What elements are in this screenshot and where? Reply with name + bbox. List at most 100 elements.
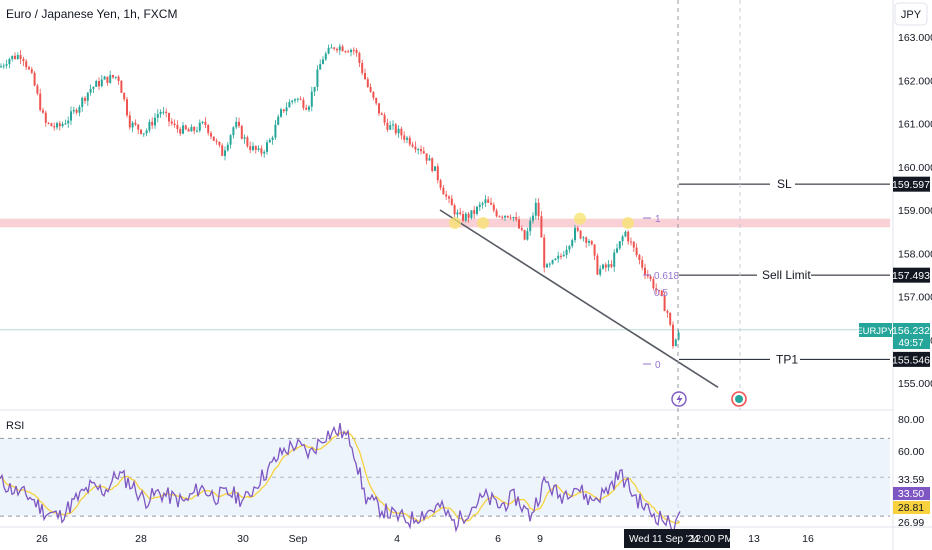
candle-body <box>464 213 467 221</box>
crosshair-date: Wed 11 Sep '24 <box>629 534 699 545</box>
candle-body <box>126 99 128 116</box>
candle-body <box>588 241 590 243</box>
candle-body <box>540 216 543 238</box>
candle-body <box>207 125 210 134</box>
candle-body <box>641 260 644 268</box>
chart-title: Euro / Japanese Yen, 1h, FXCM <box>6 7 177 21</box>
candle-body <box>5 64 8 66</box>
candle-body <box>288 102 291 108</box>
candle-body <box>613 252 616 267</box>
candle-body <box>579 230 582 239</box>
candle-body <box>215 140 218 142</box>
candle-body <box>196 130 198 132</box>
candle-body <box>140 129 142 134</box>
candle-body <box>350 49 352 53</box>
candle-body <box>302 99 305 108</box>
candle-body <box>574 227 576 241</box>
candle-body <box>428 158 431 161</box>
rsi-label: RSI <box>6 420 24 432</box>
rsi-tick-80: 80.00 <box>898 414 924 426</box>
candle-body <box>548 263 551 265</box>
symbol-tag: EURJPY <box>856 326 894 337</box>
candle-body <box>296 98 299 100</box>
time-tick-sep: Sep <box>289 533 308 545</box>
candle-body <box>282 109 285 112</box>
candle-body <box>442 187 445 195</box>
resistance-zone <box>0 218 890 228</box>
candle-body <box>330 47 333 49</box>
crosshair-time: 12:00 PM <box>690 534 733 545</box>
rsi-ma-tag-bg <box>893 501 930 514</box>
candle-body <box>285 107 288 112</box>
candle-body <box>28 67 30 70</box>
currency-button-label[interactable]: JPY <box>901 9 922 21</box>
tp1-price-tag: 155.546 <box>892 351 930 367</box>
candle-body <box>72 109 75 112</box>
candle-body <box>249 146 252 150</box>
candle-body <box>375 97 378 104</box>
candle-body <box>226 144 229 151</box>
candle-body <box>669 312 672 325</box>
event-flag-icon[interactable] <box>731 391 747 407</box>
candle-body <box>229 135 232 145</box>
candle-body <box>630 241 632 243</box>
candle-body <box>677 332 680 340</box>
candle-body <box>324 53 327 60</box>
candle-body <box>529 220 532 232</box>
lightning-icon[interactable] <box>671 391 687 407</box>
candle-body <box>151 121 154 126</box>
candle-body <box>616 248 618 253</box>
candle-body <box>436 166 439 181</box>
price-tick: 159.000 <box>898 205 932 217</box>
candle-body <box>372 91 375 98</box>
candle-body <box>120 80 123 93</box>
candle-body <box>487 199 490 203</box>
candle-body <box>159 112 162 115</box>
candle-body <box>254 145 257 150</box>
candle-body <box>456 212 459 215</box>
candle-body <box>128 115 131 128</box>
rsi-tick-2699: 26.99 <box>898 517 924 529</box>
candle-body <box>408 137 411 145</box>
candle-body <box>397 128 400 134</box>
candle-body <box>621 236 624 242</box>
candle-body <box>632 241 635 248</box>
candle-body <box>134 122 137 125</box>
candle-body <box>268 140 271 143</box>
candle-body <box>14 55 16 59</box>
candle-body <box>355 50 358 53</box>
candle-body <box>624 231 627 237</box>
candle-body <box>100 79 103 87</box>
currency-button[interactable]: JPY <box>894 2 928 26</box>
candle-body <box>238 121 240 126</box>
candle-body <box>277 116 280 125</box>
candle-body <box>627 231 630 242</box>
candle-body <box>42 110 44 113</box>
candle-body <box>263 151 266 154</box>
candle-body <box>582 237 585 239</box>
swing-marker <box>622 216 634 229</box>
candle-body <box>193 126 196 131</box>
candle-body <box>448 196 450 199</box>
candle-body <box>364 73 366 80</box>
candle-body <box>224 150 226 156</box>
fib-level-0: 0 <box>655 360 661 371</box>
candle-body <box>431 158 434 172</box>
candle-body <box>420 149 422 152</box>
candle-body <box>523 229 526 240</box>
candle-body <box>86 92 89 101</box>
candle-body <box>67 120 70 124</box>
candle-body <box>204 121 207 126</box>
candle-body <box>137 124 140 130</box>
candle-body <box>16 55 19 59</box>
candle-body <box>394 124 397 134</box>
candle-body <box>274 124 277 138</box>
trendline[interactable] <box>439 209 719 388</box>
candle-body <box>336 48 338 51</box>
candle-body <box>459 212 462 215</box>
candle-body <box>434 166 436 172</box>
candle-body <box>607 264 610 268</box>
countdown-value: 49:57 <box>898 338 923 349</box>
candle-body <box>44 112 47 123</box>
